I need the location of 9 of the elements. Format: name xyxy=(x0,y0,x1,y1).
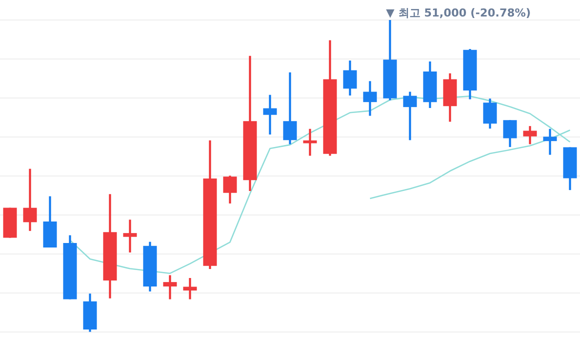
candlestick xyxy=(503,120,517,147)
candlestick xyxy=(523,126,537,144)
candlestick xyxy=(163,275,177,300)
candlestick xyxy=(183,278,197,300)
candlestick xyxy=(543,128,557,155)
candlestick xyxy=(123,220,137,252)
text: ▼ 최고 51,000 (-20.78%) xyxy=(386,6,531,20)
candlestick xyxy=(3,208,17,238)
candlestick xyxy=(303,128,317,156)
